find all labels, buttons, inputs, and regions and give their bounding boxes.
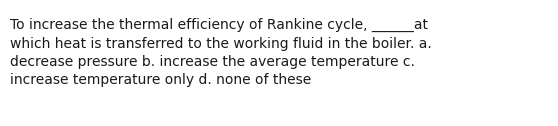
Text: To increase the thermal efficiency of Rankine cycle, ______at
which heat is tran: To increase the thermal efficiency of Ra… [10, 18, 432, 87]
